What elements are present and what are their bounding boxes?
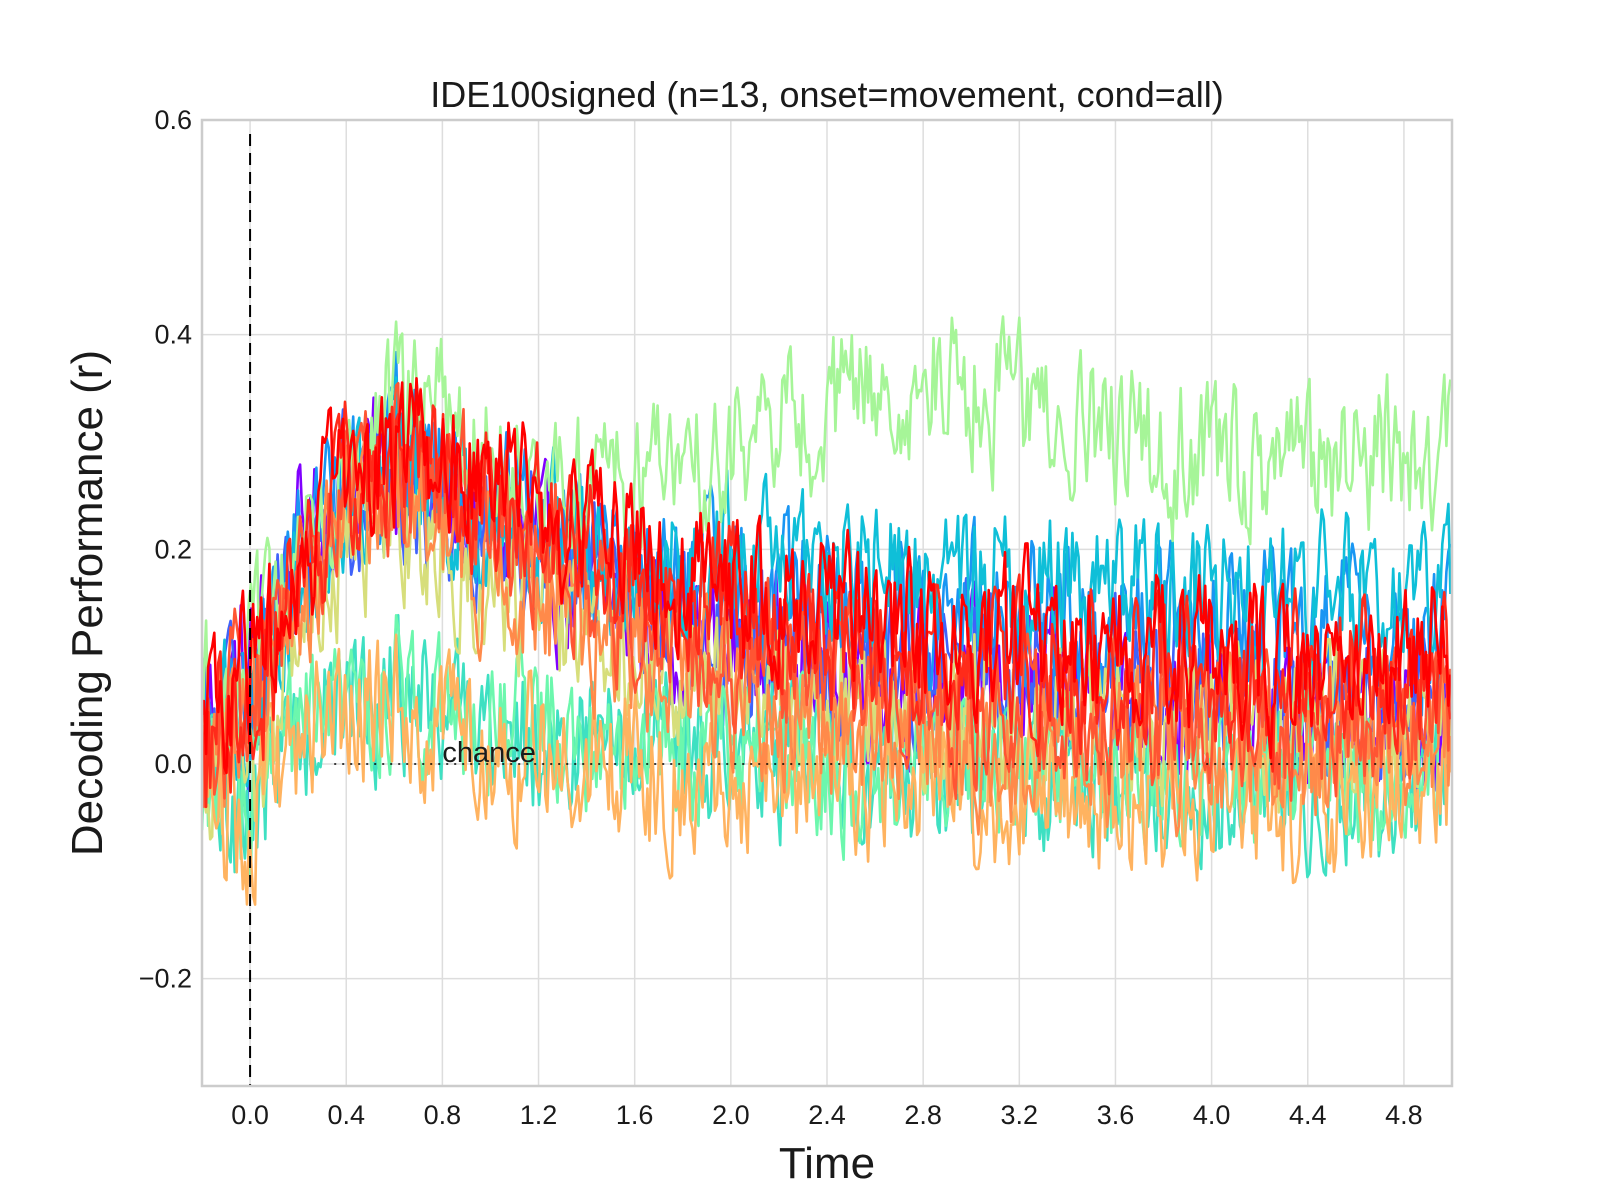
y-tick-label: 0.4 — [154, 320, 192, 350]
annotations: chance — [442, 737, 536, 769]
y-tick-labels: −0.2 0.0 0.2 0.4 0.6 — [139, 105, 192, 994]
x-tick-label: 0.4 — [327, 1100, 365, 1130]
series-line — [202, 376, 1452, 775]
x-tick-label: 1.2 — [520, 1100, 558, 1130]
x-axis-label: Time — [779, 1139, 875, 1188]
x-tick-label: 2.4 — [808, 1100, 846, 1130]
x-tick-label: 4.8 — [1385, 1100, 1423, 1130]
series-line — [202, 394, 1452, 809]
reference-lines — [249, 134, 1440, 1086]
y-tick-label: 0.6 — [154, 105, 192, 135]
y-tick-label: 0.0 — [154, 749, 192, 779]
x-tick-label: 1.6 — [616, 1100, 654, 1130]
x-tick-label: 0.8 — [424, 1100, 462, 1130]
y-axis-label: Decoding Performance (r) — [63, 350, 112, 856]
x-tick-label: 3.2 — [1001, 1100, 1039, 1130]
series-line — [202, 315, 1452, 813]
chart-title: IDE100signed (n=13, onset=movement, cond… — [430, 74, 1224, 115]
chance-label: chance — [442, 737, 536, 769]
x-tick-label: 2.8 — [904, 1100, 942, 1130]
series-line — [202, 613, 1452, 877]
x-tick-label: 2.0 — [712, 1100, 750, 1130]
plot-frame — [200, 118, 1454, 1088]
x-tick-label: 0.0 — [231, 1100, 269, 1130]
x-tick-label: 3.6 — [1097, 1100, 1135, 1130]
y-tick-label: −0.2 — [139, 964, 192, 994]
x-tick-label: 4.4 — [1289, 1100, 1327, 1130]
y-tick-label: 0.2 — [154, 534, 192, 564]
x-tick-label: 4.0 — [1193, 1100, 1231, 1130]
x-tick-labels: 0.0 0.4 0.8 1.2 1.6 2.0 2.4 2.8 3.2 3.6 4.0 4.4 4.8 — [231, 1100, 1422, 1130]
series-lines — [202, 315, 1452, 906]
